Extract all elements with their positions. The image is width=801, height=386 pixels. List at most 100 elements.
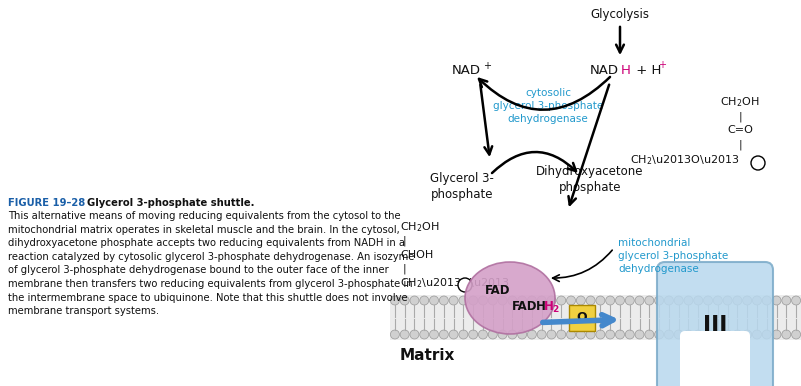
Circle shape — [469, 330, 477, 339]
Circle shape — [577, 296, 586, 305]
Text: CH$_2$OH: CH$_2$OH — [400, 220, 440, 234]
Circle shape — [684, 296, 693, 305]
Text: FIGURE 19–28: FIGURE 19–28 — [8, 198, 85, 208]
FancyArrowPatch shape — [479, 77, 610, 110]
FancyArrowPatch shape — [492, 152, 576, 173]
Text: P: P — [462, 281, 468, 290]
Circle shape — [606, 296, 614, 305]
Circle shape — [674, 296, 683, 305]
Text: CH$_2$\u2013O\u2013: CH$_2$\u2013O\u2013 — [630, 153, 740, 167]
Text: CHOH: CHOH — [400, 250, 433, 260]
Circle shape — [626, 330, 634, 339]
Circle shape — [547, 330, 556, 339]
Circle shape — [782, 296, 791, 305]
Circle shape — [664, 330, 674, 339]
Circle shape — [782, 330, 791, 339]
Text: |: | — [739, 139, 742, 149]
Bar — [390, 295, 801, 340]
FancyArrowPatch shape — [481, 85, 492, 154]
Text: FAD: FAD — [512, 300, 537, 313]
Circle shape — [714, 296, 723, 305]
Circle shape — [635, 330, 644, 339]
Circle shape — [566, 330, 576, 339]
Text: CH$_2$OH: CH$_2$OH — [720, 95, 760, 109]
Circle shape — [390, 330, 400, 339]
Circle shape — [557, 296, 566, 305]
Circle shape — [420, 296, 429, 305]
FancyBboxPatch shape — [657, 262, 773, 386]
FancyArrowPatch shape — [553, 250, 612, 281]
Circle shape — [703, 296, 713, 305]
Circle shape — [390, 296, 400, 305]
Circle shape — [714, 330, 723, 339]
Circle shape — [429, 296, 438, 305]
Circle shape — [489, 296, 497, 305]
Circle shape — [410, 296, 419, 305]
Circle shape — [723, 296, 732, 305]
Circle shape — [517, 330, 526, 339]
Text: |: | — [403, 236, 407, 247]
Circle shape — [684, 330, 693, 339]
Circle shape — [733, 330, 742, 339]
Text: Q: Q — [577, 311, 587, 324]
Text: 2: 2 — [552, 305, 558, 315]
Circle shape — [733, 296, 742, 305]
Circle shape — [400, 296, 409, 305]
Circle shape — [703, 330, 713, 339]
Circle shape — [674, 330, 683, 339]
Circle shape — [654, 296, 663, 305]
Circle shape — [645, 330, 654, 339]
Text: Glycerol 3-
phosphate: Glycerol 3- phosphate — [430, 172, 494, 201]
Circle shape — [752, 296, 762, 305]
Circle shape — [645, 296, 654, 305]
Text: This alternative means of moving reducing equivalents from the cytosol to the
mi: This alternative means of moving reducin… — [8, 211, 414, 316]
Circle shape — [458, 278, 472, 292]
FancyArrowPatch shape — [543, 315, 613, 326]
Circle shape — [664, 296, 674, 305]
Circle shape — [527, 296, 537, 305]
Text: H: H — [544, 300, 553, 313]
Circle shape — [449, 296, 458, 305]
Circle shape — [410, 330, 419, 339]
Circle shape — [626, 296, 634, 305]
Circle shape — [400, 330, 409, 339]
Ellipse shape — [465, 262, 555, 334]
Circle shape — [498, 330, 507, 339]
Circle shape — [537, 296, 546, 305]
Circle shape — [420, 330, 429, 339]
Text: |: | — [403, 264, 407, 274]
Circle shape — [772, 330, 781, 339]
Circle shape — [478, 330, 488, 339]
Circle shape — [791, 296, 801, 305]
Circle shape — [469, 296, 477, 305]
Circle shape — [586, 296, 595, 305]
FancyBboxPatch shape — [569, 305, 595, 330]
Circle shape — [586, 330, 595, 339]
Circle shape — [615, 296, 625, 305]
Text: C=O: C=O — [727, 125, 753, 135]
Circle shape — [596, 296, 605, 305]
Circle shape — [439, 296, 449, 305]
Text: +: + — [658, 60, 666, 70]
Circle shape — [557, 330, 566, 339]
Circle shape — [772, 296, 781, 305]
Text: III: III — [702, 315, 727, 335]
Circle shape — [517, 296, 526, 305]
Text: P: P — [755, 159, 761, 168]
Circle shape — [723, 330, 732, 339]
Text: Glycerol 3-phosphate shuttle.: Glycerol 3-phosphate shuttle. — [80, 198, 255, 208]
Text: +: + — [483, 61, 491, 71]
Circle shape — [743, 330, 751, 339]
Circle shape — [439, 330, 449, 339]
Circle shape — [654, 330, 663, 339]
Circle shape — [547, 296, 556, 305]
Circle shape — [489, 330, 497, 339]
Text: Dihydroxyacetone
phosphate: Dihydroxyacetone phosphate — [536, 165, 644, 194]
Circle shape — [743, 296, 751, 305]
Text: Matrix: Matrix — [400, 347, 456, 362]
Circle shape — [615, 330, 625, 339]
Circle shape — [566, 296, 576, 305]
Circle shape — [577, 330, 586, 339]
Text: Glycolysis: Glycolysis — [590, 8, 650, 21]
Text: mitochondrial
glycerol 3-phosphate
dehydrogenase: mitochondrial glycerol 3-phosphate dehyd… — [618, 238, 728, 274]
